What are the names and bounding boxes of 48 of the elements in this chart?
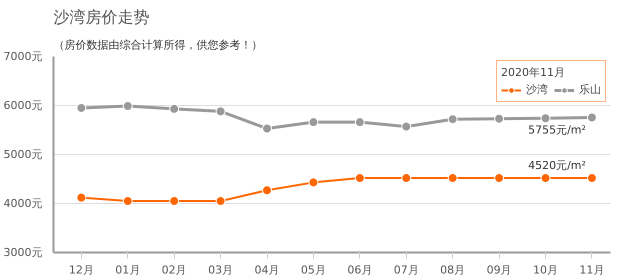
x-tick-label: 12月 bbox=[68, 264, 94, 276]
chart-title: 沙湾房价走势 bbox=[54, 8, 150, 26]
point bbox=[354, 173, 365, 184]
point bbox=[76, 102, 86, 113]
legend-label: 乐山 bbox=[579, 82, 601, 97]
x-tick-label: 04月 bbox=[254, 264, 280, 276]
point bbox=[401, 122, 412, 132]
x-tick-label: 02月 bbox=[162, 264, 187, 276]
point bbox=[262, 124, 272, 134]
point bbox=[122, 196, 133, 206]
point bbox=[262, 185, 272, 196]
y-tick-label: 7000元 bbox=[4, 50, 43, 63]
y-tick-label: 4000元 bbox=[4, 197, 43, 210]
point bbox=[308, 177, 318, 188]
point bbox=[122, 101, 133, 111]
y-tick-label: 6000元 bbox=[4, 99, 43, 112]
point bbox=[401, 173, 412, 184]
point bbox=[308, 117, 318, 128]
point bbox=[76, 192, 86, 203]
y-tick-label: 3000元 bbox=[4, 246, 43, 259]
point bbox=[494, 173, 504, 184]
point bbox=[216, 196, 226, 206]
x-tick-label: 09月 bbox=[486, 264, 512, 276]
x-tick-label: 08月 bbox=[440, 264, 466, 276]
point bbox=[216, 106, 226, 116]
point bbox=[169, 196, 180, 206]
point bbox=[448, 173, 458, 184]
x-tick-label: 01月 bbox=[115, 264, 140, 276]
data-label: 4520元/m² bbox=[528, 159, 586, 172]
point bbox=[448, 114, 458, 124]
point bbox=[540, 113, 551, 124]
point bbox=[354, 117, 365, 128]
x-tick-label: 11月 bbox=[579, 264, 604, 276]
data-label: 5755元/m² bbox=[528, 124, 586, 137]
point bbox=[169, 104, 180, 114]
point bbox=[586, 173, 597, 184]
x-tick-label: 07月 bbox=[394, 264, 419, 276]
x-tick-label: 10月 bbox=[533, 264, 558, 276]
y-tick-label: 5000元 bbox=[4, 148, 43, 161]
point bbox=[540, 173, 551, 184]
point bbox=[586, 112, 597, 122]
chart-subtitle: （房价数据由综合计算所得，供您参考！） bbox=[54, 38, 262, 52]
point bbox=[494, 114, 504, 124]
x-tick-label: 05月 bbox=[300, 264, 326, 276]
x-tick-label: 03月 bbox=[208, 264, 234, 276]
x-tick-label: 06月 bbox=[347, 264, 372, 276]
legend-label: 沙湾 bbox=[526, 82, 548, 97]
legend-title: 2020年11月 bbox=[501, 65, 566, 80]
